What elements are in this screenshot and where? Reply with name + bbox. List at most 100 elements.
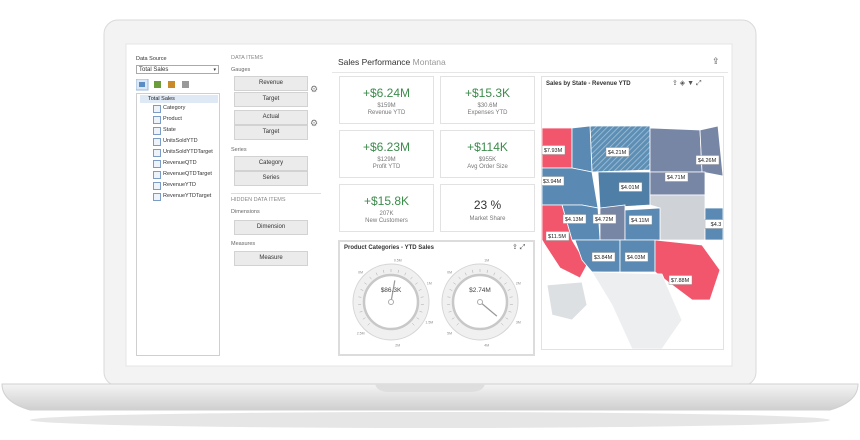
map-label-box [704,219,723,229]
kpi-card: +$6.24M $159M Revenue YTD [339,76,434,124]
gauge-tick [375,272,378,276]
map-label: $7.88M [671,278,690,284]
gauge-tick [415,282,418,285]
map-label: $4.26M [698,158,717,164]
gauge-tick [404,272,407,276]
data-item-button[interactable]: Series [234,171,308,186]
kpi-card: +$6.23M $129M Profit YTD [339,130,434,178]
card-label: New Customers [365,218,408,224]
map-panel-icons[interactable]: ⇪ ◈ ▼ ⤢ [672,80,702,87]
gauge-hub [388,299,394,305]
export-button[interactable]: ⇪ [712,56,720,66]
field-icon [153,193,161,201]
map-label: $4.11M [631,218,649,224]
data-item-button[interactable]: Measure [234,251,308,266]
map-label: $7.93M [544,148,563,154]
data-item-button[interactable]: Dimension [234,220,308,235]
field-icon [153,127,161,135]
field-icon [153,182,161,190]
map-label-box [591,252,616,262]
tree-field[interactable]: RevenueQTD [163,160,197,166]
gauge-tick [362,317,366,320]
gauge-tick [412,323,415,326]
gauge-tick [449,289,453,291]
map-label-box [592,214,617,224]
map-label-box [542,145,566,155]
card-value: +$6.23M [362,140,411,154]
gauge-tick [359,311,363,313]
gauge-tick-label: 2M [516,281,521,285]
tree-field[interactable]: UnitsSoldYTDTarget [163,149,213,155]
tree-root[interactable]: Total Sales [140,95,218,103]
tree-field[interactable]: State [163,127,176,133]
gauge-tick [419,311,423,313]
gauge-tick [360,289,364,291]
gauge-tick-label: 0M [447,271,452,275]
gauge-tick-label: 1M [484,259,489,263]
data-source-dropdown[interactable]: Total Sales ▾ [136,65,219,74]
gauge-tick-label: 2.5M [357,331,365,335]
data-item-button[interactable]: Revenue [234,76,308,91]
map-region [591,271,683,349]
gauge-tick-label: 3M [516,321,521,325]
map-label: $4.13M [565,217,584,223]
kpi-card: +$114K $955K Avg Order Size [440,130,535,178]
gauge-hub [477,299,483,305]
field-tree [136,93,220,356]
field-icon [153,105,161,113]
map-label: $4.01M [621,185,640,191]
gauge-needle [390,280,396,303]
tree-field[interactable]: Product [163,116,182,122]
map-label-box [628,215,653,225]
map-label-box [624,252,649,262]
data-item-button[interactable]: Category [234,156,308,171]
gear-icon[interactable]: ⚙ [310,118,319,128]
section-label: Series [231,147,247,153]
gauge-tick-label: 4M [484,343,489,347]
data-item-button[interactable]: Actual [234,110,308,125]
field-icon [153,160,161,168]
tree-field[interactable]: RevenueYTDTarget [163,193,212,199]
tree-field[interactable]: RevenueYTD [163,182,197,188]
data-item-button[interactable]: Target [234,92,308,107]
map-label-box [562,214,587,224]
map-label: $11.5M [548,234,566,240]
card-label: Market Share [469,216,506,222]
gauge-tick [451,317,455,320]
map-label-box [668,275,693,285]
gauge-value: $86.3K [381,287,402,294]
dashboard-title: Sales Performance Montana [338,57,446,67]
dashboard-subtitle: Montana [412,57,446,67]
gauge-tick [456,323,459,326]
map-label: $4.3 [711,222,722,228]
map-label-box [545,231,570,241]
gauge-tick-label: 0M [358,271,363,275]
gauge-tick [453,282,456,285]
data-item-button[interactable]: Target [234,125,308,140]
gauge-panel-icons[interactable]: ⇪ ⤢ [512,244,526,251]
section-label: Gauges [231,67,251,73]
gauges: 0M 0.5M 1M 1.5M 2M 2.5M $86.3K 0M 1M 2M 3M 4M 5M $2.7… [352,259,521,347]
gauge-tick [499,276,502,280]
gauge-tick [508,311,512,313]
gauge-tick-label: 5M [447,331,452,335]
gauge-tick [472,269,474,273]
gear-icon[interactable]: ⚙ [310,84,319,94]
map-region [699,125,723,177]
tree-field[interactable]: RevenueQTDTarget [163,171,212,177]
section-label: DATA ITEMS [231,55,263,61]
field-icon [153,171,161,179]
toolbar [136,79,189,91]
gauge-tick [367,323,370,326]
tree-field[interactable]: Category [163,105,186,111]
map-region [546,281,588,321]
card-total: $955K [478,157,497,163]
tree-field[interactable]: UnitsSoldYTD [163,138,198,144]
gauge-tick-label: 1.5M [425,321,433,325]
gauges-panel: Product Categories - YTD Sales ⇪ ⤢ [338,240,535,356]
gauge-tick [369,276,372,280]
card-value: +$114K [467,140,508,154]
map-region [542,167,599,209]
gauge-tick [364,282,367,285]
